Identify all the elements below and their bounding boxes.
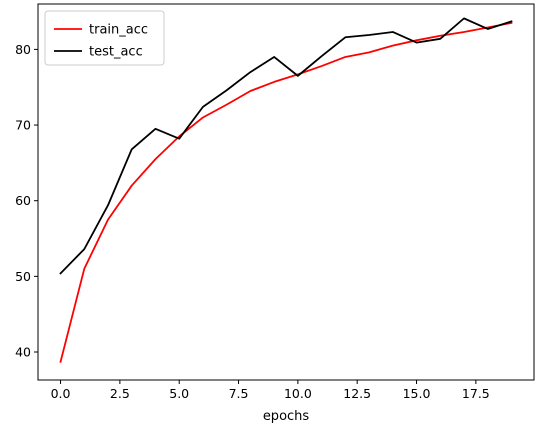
legend-label-test-acc: test_acc — [89, 45, 143, 60]
y-tick-label: 60 — [15, 193, 31, 208]
plot-frame — [37, 3, 535, 381]
series-line-test-acc — [59, 17, 513, 275]
x-tick-label: 15.0 — [403, 386, 431, 401]
legend-label-train-acc: train_acc — [89, 23, 148, 38]
series-line-train-acc — [59, 21, 513, 363]
legend: train_acc test_acc — [44, 10, 165, 66]
x-tick-label: 5.0 — [169, 386, 189, 401]
x-axis-label: epochs — [263, 409, 310, 424]
x-tick-label: 12.5 — [343, 386, 371, 401]
x-tick-label: 7.5 — [229, 386, 249, 401]
y-tick-label: 80 — [15, 42, 31, 57]
y-tick-label: 50 — [15, 269, 31, 284]
x-tick-label: 0.0 — [51, 386, 71, 401]
x-tick-label: 10.0 — [284, 386, 312, 401]
x-tick-label: 2.5 — [110, 386, 130, 401]
y-tick-label: 70 — [15, 118, 31, 133]
x-tick-label: 17.5 — [462, 386, 490, 401]
x-axis-ticks: 0.0 2.5 5.0 7.5 10.0 12.5 15.0 17.5 — [51, 380, 490, 401]
y-tick-label: 40 — [15, 345, 31, 360]
series-layer — [59, 17, 513, 363]
y-axis-ticks: 40 50 60 70 80 — [15, 42, 38, 360]
